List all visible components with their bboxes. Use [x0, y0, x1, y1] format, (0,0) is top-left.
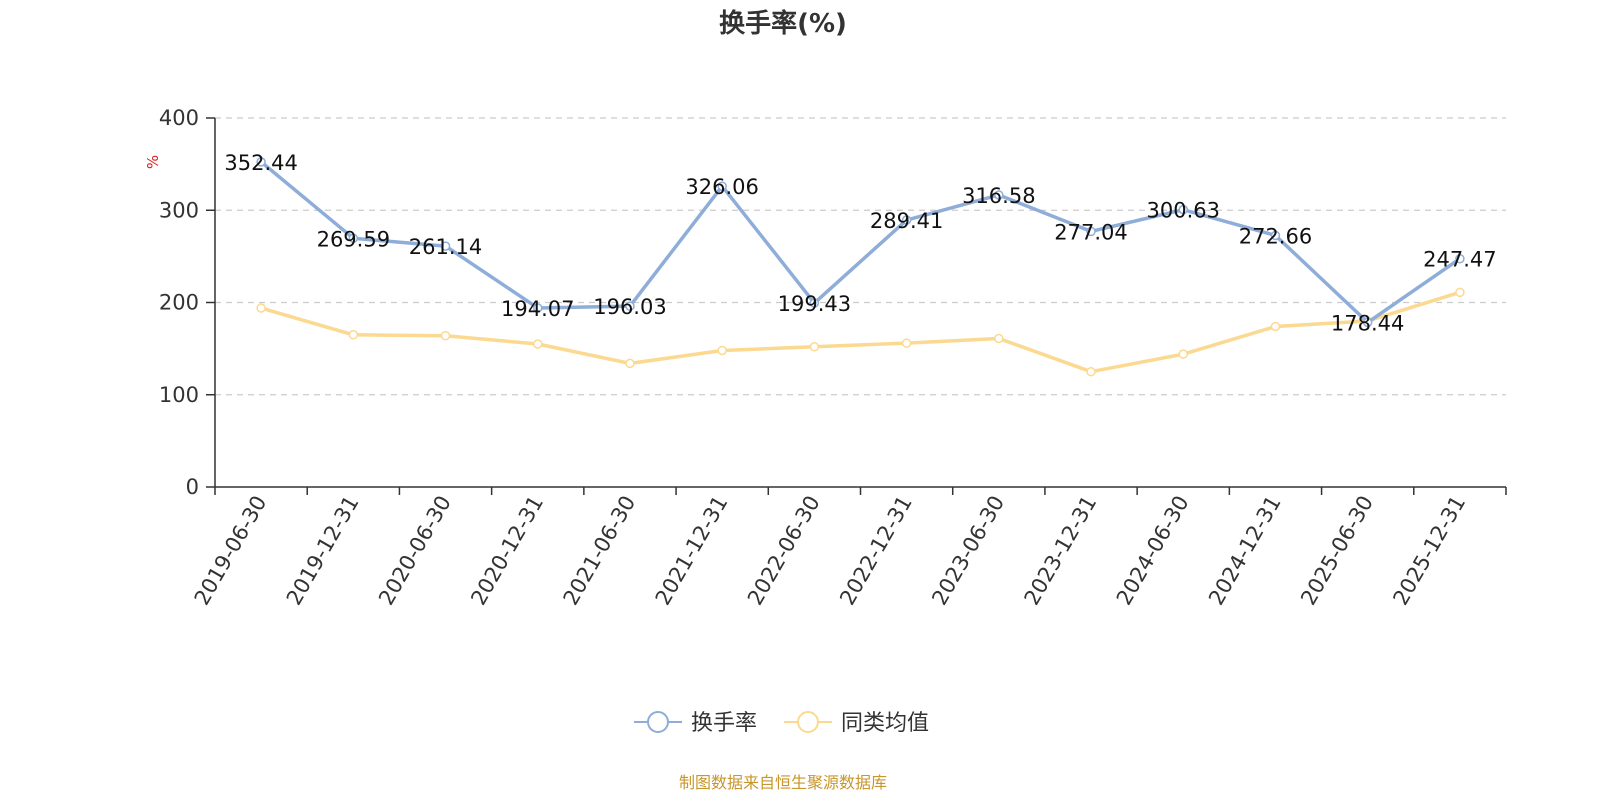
- data-point-peer-average: [1178, 349, 1188, 359]
- x-tick-label: 2021-12-31: [651, 492, 733, 610]
- x-tick-label: 2022-06-30: [743, 492, 825, 610]
- data-point-peer-average: [1086, 366, 1096, 377]
- source-note: 制图数据来自恒生聚源数据库: [679, 773, 887, 792]
- data-point-peer-average: [1270, 321, 1281, 332]
- x-tick-label: 2025-06-30: [1296, 492, 1378, 610]
- legend-marker: [647, 711, 669, 733]
- data-point-turnover: [994, 190, 1004, 200]
- data-point-turnover: [809, 298, 820, 308]
- data-point-turnover: [256, 157, 266, 167]
- y-tick-label: 200: [159, 291, 199, 315]
- data-point-turnover: [1086, 226, 1096, 237]
- x-tick-label: 2022-12-31: [835, 492, 917, 610]
- data-label: 178.44: [1331, 311, 1404, 335]
- data-point-turnover: [1362, 317, 1373, 328]
- legend-item-peer-average: 同类均值: [784, 711, 929, 736]
- series-line-peer-average: [259, 290, 1462, 374]
- data-point-turnover: [533, 303, 543, 313]
- data-point-turnover: [717, 181, 727, 191]
- data-point-peer-average: [809, 342, 820, 352]
- series-layer: [256, 157, 1465, 377]
- x-tick-label: 2021-06-30: [558, 492, 640, 610]
- x-tick-label: 2023-12-31: [1020, 492, 1102, 610]
- series-line-turnover: [259, 160, 1462, 325]
- x-tick-label: 2020-06-30: [374, 492, 456, 610]
- data-label: 352.44: [224, 151, 297, 175]
- x-tick-label: 2020-12-31: [466, 492, 548, 610]
- legend-item-turnover: 换手率: [634, 711, 757, 736]
- data-point-peer-average: [256, 303, 266, 313]
- legend: 换手率 同类均值: [634, 711, 929, 736]
- x-tick-label: 2023-06-30: [927, 492, 1009, 610]
- y-tick-label: 100: [159, 383, 199, 407]
- x-tick-label: 2024-12-31: [1204, 492, 1286, 610]
- y-axis-unit-label: %: [144, 155, 162, 169]
- data-point-peer-average: [901, 338, 912, 348]
- data-label: 326.06: [685, 175, 758, 199]
- data-point-turnover: [625, 301, 635, 311]
- axes: 0 100 200 300 400 2019-06-30 2019-12-31 2020-06…: [159, 106, 1507, 610]
- data-point-peer-average: [533, 339, 543, 349]
- y-tick-label: 300: [159, 198, 199, 222]
- data-point-peer-average: [625, 358, 635, 369]
- x-tick-label: 2025-12-31: [1388, 492, 1470, 610]
- x-tick-label: 2019-06-30: [190, 492, 272, 610]
- data-label: 194.07: [501, 297, 574, 321]
- data-label: 316.58: [962, 184, 1035, 208]
- data-label: 272.66: [1239, 224, 1312, 248]
- data-point-turnover: [1270, 230, 1281, 241]
- data-point-peer-average: [348, 330, 359, 340]
- data-point-peer-average: [717, 345, 727, 356]
- data-point-peer-average: [440, 330, 451, 341]
- legend-label: 同类均值: [841, 711, 929, 736]
- data-point-turnover: [901, 215, 912, 225]
- chart-title: 换手率(%): [719, 8, 847, 39]
- data-labels: 352.44 269.59 261.14 194.07 196.03 326.06 199.…: [224, 151, 1496, 336]
- data-label: 261.14: [409, 235, 482, 259]
- data-point-peer-average: [1455, 287, 1465, 298]
- data-label: 300.63: [1147, 199, 1220, 223]
- data-point-turnover: [348, 233, 359, 244]
- x-tick-label: 2024-06-30: [1112, 492, 1194, 610]
- data-label: 247.47: [1423, 248, 1496, 272]
- data-point-turnover: [1178, 204, 1188, 215]
- legend-marker: [797, 711, 819, 733]
- data-point-turnover: [440, 241, 451, 251]
- data-point-peer-average: [994, 333, 1004, 344]
- y-tick-label: 400: [159, 106, 199, 130]
- x-tick-label: 2019-12-31: [282, 492, 364, 610]
- data-label: 289.41: [870, 209, 943, 233]
- data-label: 269.59: [317, 227, 390, 251]
- data-point-turnover: [1455, 253, 1465, 264]
- legend-label: 换手率: [691, 711, 757, 736]
- data-label: 199.43: [778, 292, 851, 316]
- data-label: 196.03: [593, 295, 666, 319]
- y-tick-label: 0: [186, 475, 199, 499]
- data-label: 277.04: [1054, 220, 1127, 244]
